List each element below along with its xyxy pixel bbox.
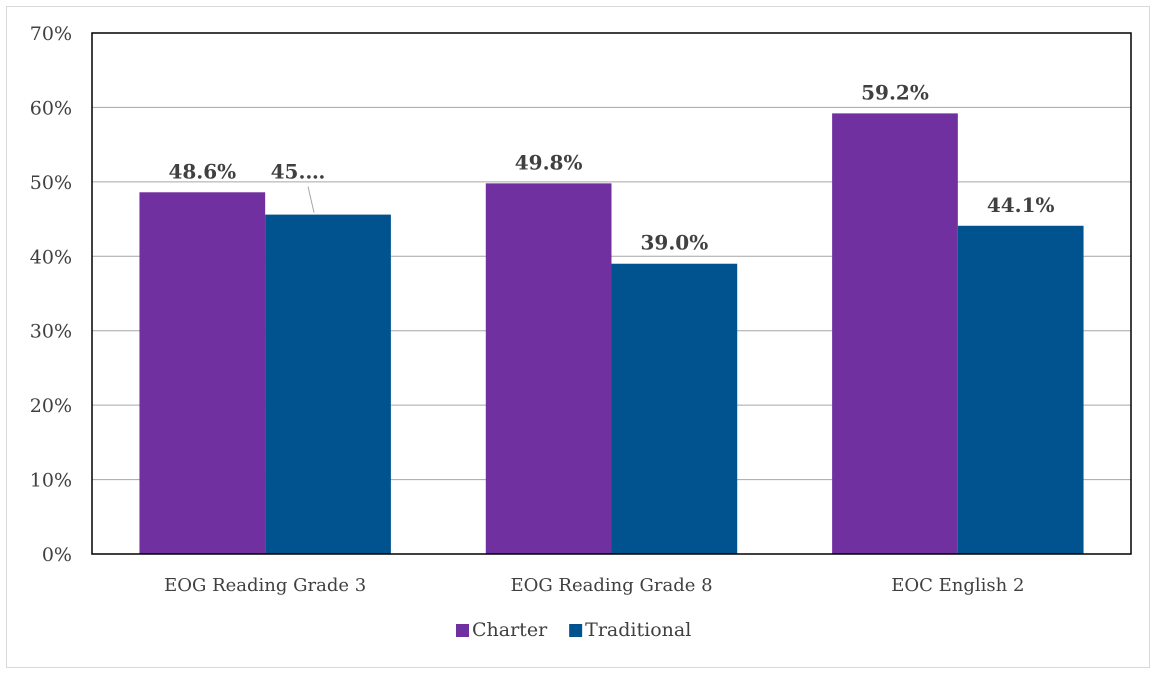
x-category-label: EOG Reading Grade 3 xyxy=(164,575,366,596)
data-label: 39.0% xyxy=(641,231,709,255)
plot-area-border xyxy=(91,32,1132,555)
data-label: 49.8% xyxy=(515,150,583,174)
bar-traditional xyxy=(265,214,391,554)
legend-label-charter: Charter xyxy=(472,619,548,641)
bar-traditional xyxy=(611,263,738,554)
data-label: 48.6% xyxy=(168,159,236,183)
y-tick-label: 70% xyxy=(30,23,72,45)
legend-swatch-traditional xyxy=(569,624,583,637)
bar-traditional xyxy=(957,225,1084,554)
bar-charter xyxy=(139,192,266,554)
legend-label-traditional: Traditional xyxy=(585,619,691,641)
data-label-leader-line xyxy=(307,186,315,213)
y-tick-label: 0% xyxy=(42,544,72,566)
y-tick-label: 40% xyxy=(30,246,72,268)
bar-charter xyxy=(485,183,612,555)
y-tick-label: 60% xyxy=(30,97,72,119)
data-label: 45.… xyxy=(271,160,326,184)
legend-swatch-charter xyxy=(456,624,469,637)
bar-charter xyxy=(832,113,958,554)
data-label: 44.1% xyxy=(987,193,1055,217)
x-category-label: EOG Reading Grade 8 xyxy=(510,575,712,596)
y-tick-label: 20% xyxy=(30,395,72,417)
data-label: 59.2% xyxy=(861,80,929,104)
chart-frame xyxy=(6,6,1150,668)
y-tick-label: 10% xyxy=(30,470,72,492)
y-tick-label: 50% xyxy=(30,172,72,194)
x-category-label: EOC English 2 xyxy=(891,575,1024,596)
y-tick-label: 30% xyxy=(30,321,72,343)
